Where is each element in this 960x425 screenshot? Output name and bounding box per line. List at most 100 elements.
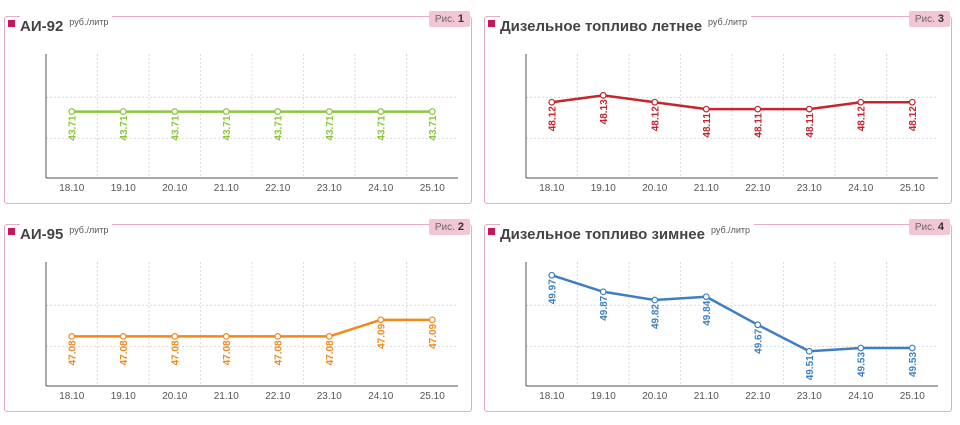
line-chart-ai95: 18.10 19.10 20.10 21.10 22.10 23.10 24.10 25.10… xyxy=(45,262,458,402)
x-tick-label: 18.10 xyxy=(539,391,564,402)
series-line xyxy=(71,318,433,338)
data-label: 48.11 xyxy=(754,113,765,138)
data-point xyxy=(702,293,710,301)
data-point xyxy=(428,108,436,115)
chart-panel-diesel-winter: Дизельное топливо зимнее руб./литр Рис. 4 … xyxy=(484,216,952,412)
x-tick-label: 21.10 xyxy=(694,391,719,402)
data-label: 48.12 xyxy=(548,106,559,131)
data-point xyxy=(857,98,865,106)
data-label: 47.09 xyxy=(428,323,439,348)
data-point xyxy=(274,108,282,115)
series-line xyxy=(551,94,913,111)
data-point xyxy=(428,316,436,324)
data-point xyxy=(325,332,333,340)
chart-title: АИ-95 руб./литр xyxy=(20,220,113,245)
chart-title-text: Дизельное топливо зимнее xyxy=(500,226,705,243)
x-tick-label: 23.10 xyxy=(317,391,342,402)
x-tick-label: 24.10 xyxy=(848,391,873,402)
figure-label: Рис. xyxy=(434,222,455,233)
x-tick-label: 18.10 xyxy=(539,183,564,194)
x-tick-label: 21.10 xyxy=(694,183,719,194)
data-point xyxy=(119,108,127,115)
data-label: 48.12 xyxy=(857,106,868,131)
x-tick-label: 25.10 xyxy=(420,391,445,402)
x-tick-label: 24.10 xyxy=(368,183,393,194)
figure-badge: Рис. 1 xyxy=(428,11,470,27)
figure-number: 4 xyxy=(937,221,944,233)
figure-badge: Рис. 3 xyxy=(908,11,950,27)
data-point xyxy=(651,296,659,304)
bullet-square-icon xyxy=(8,228,15,235)
x-tick-label: 20.10 xyxy=(642,183,667,194)
x-tick-label: 20.10 xyxy=(162,183,187,194)
bullet-square-icon xyxy=(488,228,495,235)
figure-label: Рис. xyxy=(434,14,455,25)
data-label: 48.13 xyxy=(599,99,610,124)
figure-number: 2 xyxy=(457,221,464,233)
data-label: 43.71 xyxy=(119,115,130,140)
data-label: 49.84 xyxy=(702,300,713,325)
data-label: 47.08 xyxy=(68,340,79,365)
data-point xyxy=(908,98,916,106)
data-point xyxy=(119,332,127,340)
data-point xyxy=(754,321,762,329)
data-label: 43.71 xyxy=(222,115,233,140)
chart-panel-ai95: АИ-95 руб./литр Рис. 2 18.10 19.10 20.10 21.1… xyxy=(4,216,472,412)
data-label: 48.12 xyxy=(908,106,919,131)
x-tick-label: 19.10 xyxy=(111,183,136,194)
data-label: 49.67 xyxy=(754,328,765,353)
data-point xyxy=(805,347,813,355)
data-point xyxy=(548,98,556,106)
x-tick-label: 19.10 xyxy=(111,391,136,402)
chart-panel-diesel-summer: Дизельное топливо летнее руб./литр Рис. 3 … xyxy=(484,8,952,204)
data-point xyxy=(599,91,607,99)
data-label: 49.87 xyxy=(599,295,610,320)
series-line xyxy=(551,274,913,353)
x-tick-label: 18.10 xyxy=(59,391,84,402)
chart-panel-ai92: АИ-92 руб./литр Рис. 1 18.10 19.10 20.10 21.1… xyxy=(4,8,472,204)
x-tick-label: 22.10 xyxy=(265,183,290,194)
line-chart-ai92: 18.10 19.10 20.10 21.10 22.10 23.10 24.10 25.10… xyxy=(45,54,458,194)
data-label: 49.53 xyxy=(857,352,868,377)
data-label: 43.71 xyxy=(325,115,336,140)
x-tick-label: 23.10 xyxy=(317,183,342,194)
data-label: 49.51 xyxy=(805,355,816,380)
data-label: 47.09 xyxy=(377,323,388,348)
line-chart-diesel-winter: 18.10 19.10 20.10 21.10 22.10 23.10 24.10 25.10… xyxy=(525,262,938,402)
x-tick-label: 21.10 xyxy=(214,183,239,194)
data-label: 49.53 xyxy=(908,352,919,377)
bullet-square-icon xyxy=(488,20,495,27)
data-point xyxy=(222,108,230,115)
bullet-square-icon xyxy=(8,20,15,27)
x-tick-label: 23.10 xyxy=(797,183,822,194)
data-point xyxy=(274,332,282,340)
data-label: 47.08 xyxy=(325,340,336,365)
figure-label: Рис. xyxy=(914,222,935,233)
x-tick-label: 19.10 xyxy=(591,183,616,194)
data-point xyxy=(651,98,659,106)
chart-title: Дизельное топливо зимнее руб./литр xyxy=(500,220,755,245)
data-point xyxy=(702,105,710,113)
x-tick-label: 22.10 xyxy=(265,391,290,402)
chart-title: Дизельное топливо летнее руб./литр xyxy=(500,12,752,37)
figure-label: Рис. xyxy=(914,14,935,25)
data-point xyxy=(377,108,385,115)
x-tick-label: 24.10 xyxy=(368,391,393,402)
unit-label: руб./литр xyxy=(69,225,109,235)
figure-badge: Рис. 4 xyxy=(908,219,950,235)
data-label: 47.08 xyxy=(119,340,130,365)
chart-title-text: АИ-95 xyxy=(20,226,64,243)
x-tick-label: 19.10 xyxy=(591,391,616,402)
x-tick-label: 18.10 xyxy=(59,183,84,194)
data-point xyxy=(805,105,813,113)
line-chart-diesel-summer: 18.10 19.10 20.10 21.10 22.10 23.10 24.10 25.10… xyxy=(525,54,938,194)
unit-label: руб./литр xyxy=(708,17,748,27)
data-point xyxy=(857,344,865,352)
data-label: 43.71 xyxy=(171,115,182,140)
data-point xyxy=(377,316,385,324)
data-label: 47.08 xyxy=(171,340,182,365)
x-tick-label: 25.10 xyxy=(900,391,925,402)
data-point xyxy=(754,105,762,113)
x-tick-label: 25.10 xyxy=(420,183,445,194)
figure-number: 3 xyxy=(937,13,944,25)
